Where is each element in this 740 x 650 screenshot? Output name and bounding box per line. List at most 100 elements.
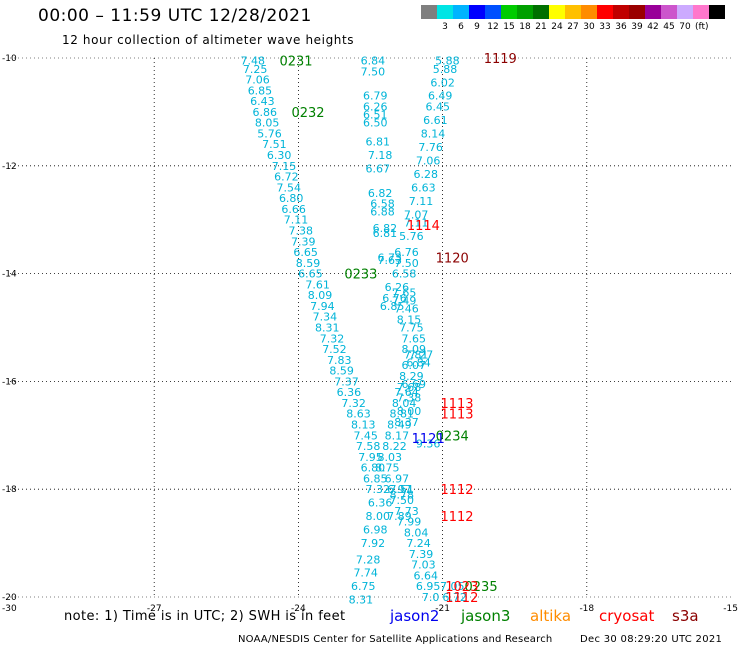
satellite-label-jason2: jason2 (390, 607, 440, 625)
pass-time-label: 0233 (344, 268, 377, 283)
swh-label: 7.99 (397, 516, 422, 529)
swh-label: 6.26 (363, 101, 388, 114)
swh-label: 7.38 (397, 392, 422, 405)
swh-label: 7.06 (245, 74, 270, 87)
swh-label: 7.37 (334, 375, 359, 388)
swh-label: 7.65 (392, 286, 417, 299)
swh-label: 8.00 (397, 405, 422, 418)
swh-label: 6.69 (402, 378, 427, 391)
legend-tick-label: 42 (647, 22, 659, 32)
pass-time-label: 1112 (445, 591, 478, 606)
pass-time-label: 1112 (440, 483, 473, 498)
swh-label: 5.88 (435, 55, 460, 68)
swh-label: 6.79 (363, 90, 388, 103)
swh-label: 6.36 (337, 386, 362, 399)
swh-label: 6.80 (279, 192, 304, 205)
swh-label: 6.82 (373, 222, 398, 235)
pass-time-label: 1113 (440, 397, 473, 412)
legend-tick-label: 18 (519, 22, 531, 32)
swh-label: 6.02 (430, 76, 455, 89)
swh-label: 7.15 (272, 160, 297, 173)
swh-label: 6.65 (293, 246, 318, 259)
swh-label: 7.03 (411, 559, 436, 572)
swh-label: 7.45 (353, 429, 378, 442)
legend-swatch (693, 5, 709, 19)
swh-label: 6.49 (428, 90, 453, 103)
swh-label: 7.25 (243, 63, 268, 76)
swh-label: 7.39 (409, 548, 434, 561)
swh-label: 5.76 (399, 230, 424, 243)
pass-time-label: 1023 (445, 580, 478, 595)
swh-label: 7.89 (387, 510, 412, 523)
swh-label: 8.78 (389, 489, 414, 502)
pass-time-label: 1121 (412, 432, 445, 447)
pass-time-label: 0232 (291, 106, 324, 121)
legend-tick-label: 39 (631, 22, 643, 32)
swh-label: 7.49 (392, 295, 417, 308)
swh-label: 7.58 (356, 440, 381, 453)
pass-time-label: 0234 (436, 429, 469, 444)
swh-label: 6.85 (248, 84, 273, 97)
page-title: 00:00 – 11:59 UTC 12/28/2021 (38, 6, 312, 26)
swh-label: 7.73 (394, 505, 419, 518)
swh-label: 6.98 (363, 524, 388, 537)
swh-label: 6.85 (363, 472, 388, 485)
footer-note: note: 1) Time is in UTC; 2) SWH is in fe… (64, 609, 346, 624)
swh-label: 6.58 (370, 198, 395, 211)
swh-label: 6.72 (442, 591, 467, 604)
swh-label: 6.97 (385, 472, 410, 485)
swh-label: 7.81 (404, 348, 429, 361)
swh-label: 8.31 (315, 322, 340, 335)
swh-label: 8.17 (385, 429, 410, 442)
pass-time-label: 1120 (436, 251, 469, 266)
swh-label: 6.36 (368, 497, 393, 510)
legend-swatch (581, 5, 597, 19)
swh-label: 8.09 (402, 343, 427, 356)
swh-label: 8.04 (392, 397, 417, 410)
y-tick-label: -10 (2, 54, 17, 64)
x-tick-label: -18 (579, 604, 594, 614)
swh-label: 6.82 (368, 187, 393, 200)
legend-tick-label: 30 (583, 22, 595, 32)
swh-label: 7.27 (409, 348, 434, 361)
swh-label: 6.73 (377, 251, 402, 264)
legend-unit: (ft) (695, 22, 709, 32)
swh-label: 6.88 (370, 206, 395, 219)
y-tick-label: -14 (2, 270, 17, 280)
x-tick-label: -30 (2, 604, 17, 614)
swh-label: 7.07 (404, 208, 429, 221)
swh-label: 7.54 (277, 181, 302, 194)
legend-swatch (677, 5, 693, 19)
legend-swatch (533, 5, 549, 19)
swh-label: 8.03 (377, 451, 402, 464)
swh-label: 8.09 (308, 289, 333, 302)
legend-swatch (709, 5, 725, 19)
swh-label: 7.76 (418, 141, 443, 154)
pass-time-label: 1119 (484, 52, 517, 67)
satellite-label-jason3: jason3 (461, 607, 511, 625)
swh-label: 7.46 (394, 303, 419, 316)
swh-label: 6.84 (361, 55, 386, 68)
swh-label: 8.75 (375, 462, 400, 475)
swh-label: 7.11 (404, 216, 429, 229)
swh-label: 6.50 (363, 117, 388, 130)
swh-label: 7.50 (389, 494, 414, 507)
swh-label: 7.50 (361, 65, 386, 78)
swh-label: 6.64 (414, 569, 439, 582)
swh-label: 6.30 (267, 149, 292, 162)
legend-tick-label: 36 (615, 22, 627, 32)
legend-tick-label: 27 (567, 22, 579, 32)
swh-label: 8.59 (329, 365, 354, 378)
swh-label: 7.51 (262, 138, 287, 151)
swh-label: 7.94 (310, 300, 335, 313)
swh-label: 7.75 (399, 322, 424, 335)
swh-label: 7.32 (320, 332, 345, 345)
swh-label: 7.24 (406, 537, 431, 550)
swh-label: 8.04 (404, 526, 429, 539)
swh-label: 7.05 (440, 580, 465, 593)
legend-swatch (437, 5, 453, 19)
x-tick-label: -15 (723, 604, 738, 614)
credit-text: NOAA/NESDIS Center for Satellite Applica… (238, 634, 553, 645)
